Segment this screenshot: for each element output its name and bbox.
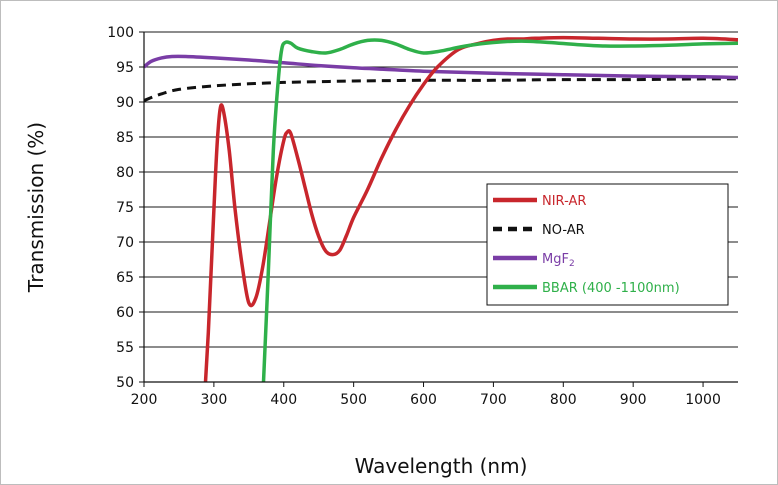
x-tick-label: 300 — [201, 392, 228, 408]
legend-label: NIR-AR — [542, 194, 586, 209]
y-tick-label: 100 — [107, 25, 134, 41]
legend-label: NO-AR — [542, 223, 585, 238]
x-tick-label: 1000 — [685, 392, 721, 408]
series-line-0 — [203, 35, 738, 382]
x-tick-label: 900 — [620, 392, 647, 408]
y-tick-label: 80 — [116, 165, 134, 181]
x-tick-label: 200 — [131, 392, 158, 408]
series-line-2 — [144, 54, 738, 80]
legend-label: MgF2 — [542, 252, 575, 269]
series-line-3 — [261, 38, 738, 382]
legend: NIR-AR NO-AR MgF2 BBAR (400 -1100nm) — [486, 183, 729, 306]
axes — [139, 31, 738, 387]
x-tick-label: 800 — [550, 392, 577, 408]
x-tick-label: 700 — [480, 392, 507, 408]
x-tick-label: 400 — [270, 392, 297, 408]
y-tick-label: 65 — [116, 270, 134, 286]
x-axis-title: Wavelength (nm) — [355, 454, 528, 478]
x-tick-label: 500 — [340, 392, 367, 408]
x-tick-label: 600 — [410, 392, 437, 408]
y-tick-label: 95 — [116, 60, 134, 76]
tick-labels: 200 300 400 500 600 700 800 900 1000 50 55 60 65 70 75… — [107, 25, 721, 408]
y-tick-label: 85 — [116, 130, 134, 146]
y-tick-label: 70 — [116, 235, 134, 251]
y-tick-label: 50 — [116, 375, 134, 391]
series-line-1 — [144, 77, 738, 102]
series-lines — [144, 35, 738, 382]
y-axis-title: Transmission (%) — [24, 122, 48, 293]
y-tick-label: 90 — [116, 95, 134, 111]
y-tick-label: 60 — [116, 305, 134, 321]
y-tick-label: 55 — [116, 340, 134, 356]
y-tick-label: 75 — [116, 200, 134, 216]
legend-label: BBAR (400 -1100nm) — [542, 281, 680, 296]
